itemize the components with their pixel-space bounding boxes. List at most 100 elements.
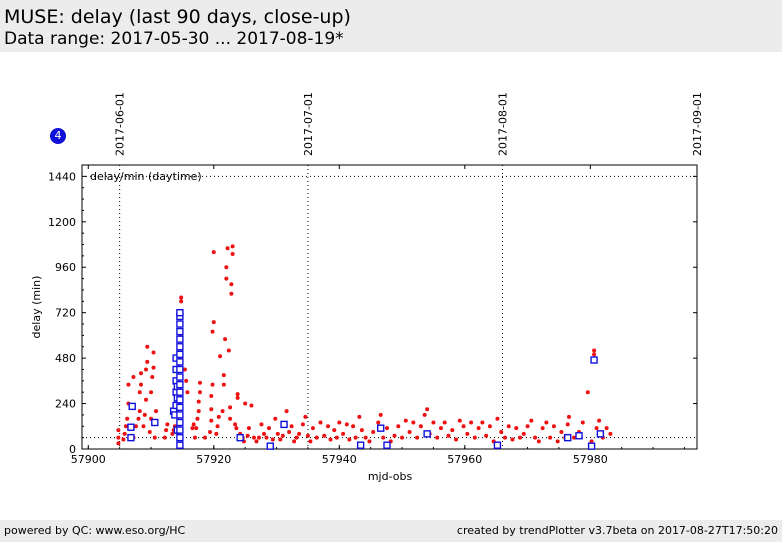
data-point-dot <box>502 435 507 440</box>
grid-lines <box>82 175 697 439</box>
data-point-dot <box>384 426 389 431</box>
data-point-square <box>176 350 184 359</box>
data-point-dot <box>337 420 342 425</box>
data-point-dot <box>151 365 156 370</box>
data-point-dot <box>137 390 142 395</box>
data-point-dot <box>164 428 169 433</box>
data-point-dot <box>499 429 504 434</box>
data-point-dot <box>328 437 333 442</box>
data-point-dot <box>194 426 199 431</box>
data-point-dot <box>418 424 423 429</box>
data-point-dot <box>297 431 302 436</box>
data-point-dot <box>151 350 156 355</box>
data-point-square <box>356 441 365 449</box>
data-point-dot <box>589 439 594 444</box>
data-point-dot <box>228 416 233 421</box>
data-point-square <box>176 426 184 434</box>
data-point-square <box>172 354 180 362</box>
x-tick-label: 57900 <box>71 453 106 466</box>
data-point-dot <box>229 291 234 296</box>
data-point-dot <box>351 424 356 429</box>
data-point-square <box>383 441 391 449</box>
data-point-dot <box>224 265 229 270</box>
data-point-dot <box>371 429 376 434</box>
data-point-square <box>176 320 184 328</box>
data-point-square <box>590 356 598 364</box>
data-point-dot <box>197 380 202 385</box>
data-points <box>116 244 613 450</box>
data-point-dot <box>116 435 121 440</box>
data-point-dot <box>510 437 515 442</box>
data-point-dot <box>457 418 462 423</box>
data-point-square <box>266 442 274 450</box>
data-point-dot <box>300 422 305 427</box>
data-point-dot <box>226 348 231 353</box>
y-tick-label: 960 <box>55 261 76 274</box>
data-point-square <box>176 365 184 374</box>
data-point-dot <box>506 424 511 429</box>
data-point-square <box>127 423 135 431</box>
data-point-square <box>423 430 431 438</box>
data-point-dot <box>230 244 235 249</box>
data-point-dot <box>476 426 481 431</box>
data-point-square <box>176 373 184 381</box>
plot-border <box>81 164 698 450</box>
info-badge[interactable]: 4 <box>50 128 66 144</box>
data-point-dot <box>367 439 372 444</box>
data-point-dot <box>256 435 261 440</box>
data-point-dot <box>195 416 200 421</box>
data-point-square <box>596 430 605 438</box>
date-markers: 2017-06-01 2017-07-01 2017-08-01 2017-09-01 <box>114 92 704 449</box>
data-point-dot <box>514 426 519 431</box>
data-point-dot <box>116 441 121 446</box>
data-point-dot <box>147 429 152 434</box>
data-point-square <box>128 402 136 411</box>
data-point-dot <box>131 375 136 380</box>
data-point-dot <box>604 426 609 431</box>
data-point-dot <box>540 426 545 431</box>
data-point-dot <box>230 251 235 256</box>
data-point-dot <box>245 433 250 438</box>
data-point-dot <box>275 431 280 436</box>
data-point-square <box>176 335 184 343</box>
data-point-square <box>151 418 159 427</box>
data-point-dot <box>210 382 215 387</box>
data-point-dot <box>425 407 430 412</box>
data-point-dot <box>487 424 492 429</box>
data-point-dot <box>544 420 549 425</box>
data-point-dot <box>145 359 150 364</box>
data-point-dot <box>144 397 149 402</box>
page-title: MUSE: delay (last 90 days, close-up) <box>4 6 351 28</box>
data-point-dot <box>273 416 278 421</box>
y-tick-label: 720 <box>55 307 76 320</box>
data-point-dot <box>123 424 128 429</box>
data-point-dot <box>243 401 248 406</box>
data-point-dot <box>184 378 189 383</box>
data-point-dot <box>192 435 197 440</box>
data-point-dot <box>332 428 337 433</box>
data-point-dot <box>211 320 216 325</box>
data-point-dot <box>415 435 420 440</box>
data-point-dot <box>442 420 447 425</box>
y-axis-label: delay (min) <box>30 276 43 339</box>
data-point-square <box>176 411 184 419</box>
data-point-dot <box>566 414 571 419</box>
data-point-dot <box>220 409 225 414</box>
data-point-dot <box>145 344 150 349</box>
y-tick-label: 0 <box>69 443 76 456</box>
data-point-dot <box>592 348 597 353</box>
data-point-dot <box>347 437 352 442</box>
data-point-dot <box>122 431 127 436</box>
data-point-dot <box>411 420 416 425</box>
data-point-dot <box>465 431 470 436</box>
data-point-dot <box>565 422 570 427</box>
data-point-dot <box>179 295 184 300</box>
data-point-dot <box>235 395 240 400</box>
data-point-dot <box>392 433 397 438</box>
data-point-square <box>176 433 184 442</box>
data-point-dot <box>251 435 256 440</box>
date-marker-label: 2017-07-01 <box>302 92 315 156</box>
data-point-dot <box>381 435 386 440</box>
data-point-dot <box>318 420 323 425</box>
data-point-dot <box>179 299 184 304</box>
